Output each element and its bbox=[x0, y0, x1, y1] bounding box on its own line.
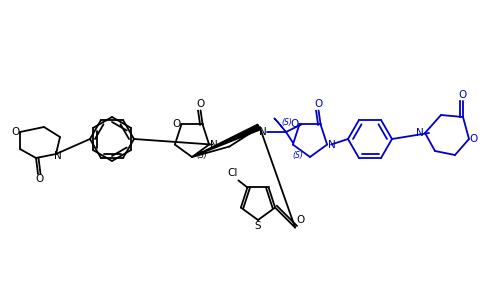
Text: S: S bbox=[255, 221, 261, 231]
Text: O: O bbox=[172, 119, 181, 130]
Text: O: O bbox=[297, 215, 305, 225]
Text: (S): (S) bbox=[282, 118, 293, 126]
Text: O: O bbox=[314, 99, 323, 109]
Text: O: O bbox=[11, 127, 19, 137]
Text: N: N bbox=[259, 127, 267, 137]
Text: O: O bbox=[459, 90, 467, 100]
Text: (S): (S) bbox=[293, 150, 303, 160]
Text: (S): (S) bbox=[197, 150, 207, 160]
Text: N: N bbox=[210, 140, 218, 150]
Text: O: O bbox=[470, 134, 478, 144]
Polygon shape bbox=[192, 124, 260, 157]
Text: O: O bbox=[290, 119, 298, 130]
Text: N: N bbox=[54, 151, 62, 161]
Text: N: N bbox=[416, 128, 424, 138]
Text: Cl: Cl bbox=[227, 169, 238, 178]
Polygon shape bbox=[274, 118, 286, 132]
Text: O: O bbox=[35, 174, 43, 184]
Text: O: O bbox=[197, 99, 205, 109]
Text: N: N bbox=[328, 140, 336, 150]
